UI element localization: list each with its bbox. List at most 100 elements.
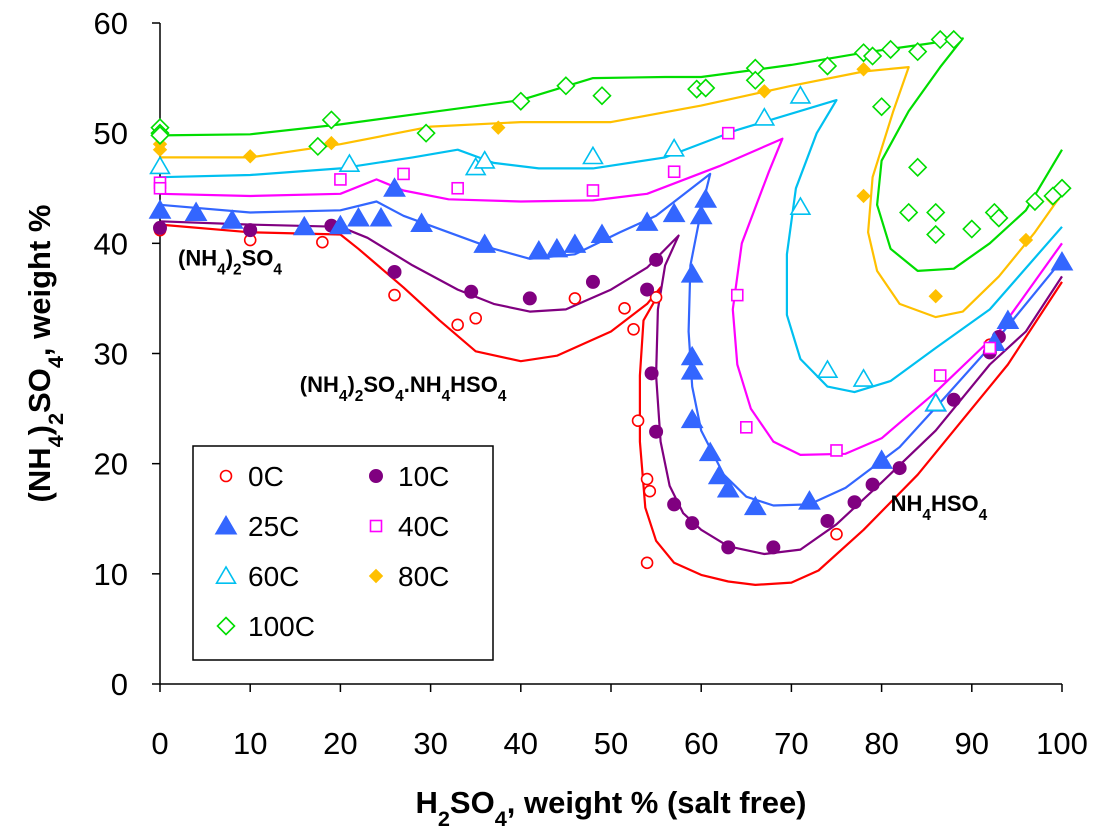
point-10c xyxy=(667,497,682,512)
x-axis-title-part: SO xyxy=(450,785,495,820)
region-label: (NH4)2SO4 xyxy=(178,245,282,278)
point-100c xyxy=(1052,178,1072,198)
point-25c xyxy=(292,215,316,236)
y-tick-label: 0 xyxy=(111,667,128,702)
point-25c xyxy=(590,223,614,244)
point-0c xyxy=(451,318,464,332)
point-25c xyxy=(996,309,1020,329)
point-10c xyxy=(153,220,167,235)
legend-marker xyxy=(216,616,236,636)
point-10c xyxy=(464,284,479,299)
curve-0c xyxy=(159,223,1063,586)
point-80c xyxy=(856,62,871,77)
legend-item-25c: 25C xyxy=(214,511,299,542)
x-axis-title-part: , weight % (salt free) xyxy=(507,785,807,820)
legend-label: 60C xyxy=(248,561,299,592)
point-100c xyxy=(944,29,964,50)
point-10c xyxy=(865,477,880,492)
point-25c xyxy=(329,214,352,235)
region-label-part: HSO xyxy=(450,372,498,397)
point-25c xyxy=(347,207,370,227)
point-10c xyxy=(820,513,835,528)
region-label-part: 2 xyxy=(355,388,364,405)
point-80c xyxy=(1018,232,1034,248)
region-label-part: 4 xyxy=(979,507,988,524)
y-axis-title: (NH4)2SO4, weight % xyxy=(22,205,68,503)
region-label-part: 4 xyxy=(395,388,404,405)
y-axis-title-part: , weight % xyxy=(22,205,57,357)
point-80c xyxy=(757,84,772,99)
x-axis-title-part: 2 xyxy=(438,806,450,829)
region-label-part: 4 xyxy=(273,261,282,278)
point-40c xyxy=(730,288,744,302)
point-80c xyxy=(242,149,258,164)
point-25c xyxy=(184,201,208,221)
point-60c xyxy=(663,138,685,157)
legend-item-80c: 80C xyxy=(368,561,449,592)
curve-25c xyxy=(159,172,1063,507)
region-label-part: ) xyxy=(347,372,354,397)
point-40c xyxy=(451,181,464,195)
point-0c xyxy=(643,484,657,498)
point-40c xyxy=(721,126,735,140)
legend-marker xyxy=(368,568,384,584)
legend-label: 40C xyxy=(398,511,449,542)
legend-item-60c: 60C xyxy=(215,561,299,592)
curve-40c xyxy=(159,137,1063,456)
region-label-part: 4 xyxy=(922,507,931,524)
point-60c xyxy=(149,155,171,175)
x-tick-label: 10 xyxy=(233,726,267,761)
legend-marker xyxy=(369,469,383,483)
point-40c xyxy=(830,444,843,457)
data-points xyxy=(148,29,1074,570)
point-0c xyxy=(649,291,663,304)
point-100c xyxy=(989,208,1009,228)
point-100c xyxy=(871,97,892,117)
point-25c xyxy=(473,233,497,253)
point-60c xyxy=(789,196,812,215)
x-tick-label: 0 xyxy=(151,726,168,761)
point-100c xyxy=(962,219,982,239)
point-100c xyxy=(696,78,716,98)
point-0c xyxy=(640,472,654,486)
point-10c xyxy=(766,540,781,555)
region-label-part: (NH xyxy=(300,372,339,397)
point-25c xyxy=(383,177,406,197)
x-axis-title-part: H xyxy=(415,785,437,820)
point-0c xyxy=(388,288,401,302)
legend-label: 80C xyxy=(398,561,449,592)
point-40c xyxy=(739,421,753,434)
point-60c xyxy=(338,153,361,173)
point-100c xyxy=(817,56,838,76)
point-60c xyxy=(816,359,839,379)
point-25c xyxy=(410,212,433,233)
point-40c xyxy=(586,184,600,197)
legend-marker xyxy=(214,515,238,535)
x-axis-title-part: 4 xyxy=(495,806,507,829)
legend-label: 25C xyxy=(248,511,299,542)
point-40c xyxy=(667,165,681,179)
point-100c xyxy=(308,136,328,157)
point-40c xyxy=(397,167,410,181)
legend-label: 100C xyxy=(248,611,315,642)
point-0c xyxy=(469,311,483,325)
point-25c xyxy=(635,211,659,231)
point-25c xyxy=(545,237,569,258)
point-10c xyxy=(946,392,961,407)
region-label-part: (NH xyxy=(178,245,217,270)
y-tick-label: 50 xyxy=(94,116,128,151)
x-tick-label: 60 xyxy=(684,726,718,761)
y-axis-title-part: 4 xyxy=(43,435,68,447)
point-25c xyxy=(694,188,718,208)
point-0c xyxy=(640,556,654,570)
region-label-part: .NH xyxy=(404,372,442,397)
y-axis-title-part: (NH xyxy=(22,447,57,502)
y-tick-label: 10 xyxy=(94,557,128,592)
point-0c xyxy=(830,527,843,541)
point-100c xyxy=(745,70,765,90)
point-80c xyxy=(856,188,871,204)
point-25c xyxy=(563,233,587,253)
region-label-part: 2 xyxy=(233,261,242,278)
region-label-part: HSO xyxy=(931,491,979,516)
legend-box xyxy=(192,445,494,661)
